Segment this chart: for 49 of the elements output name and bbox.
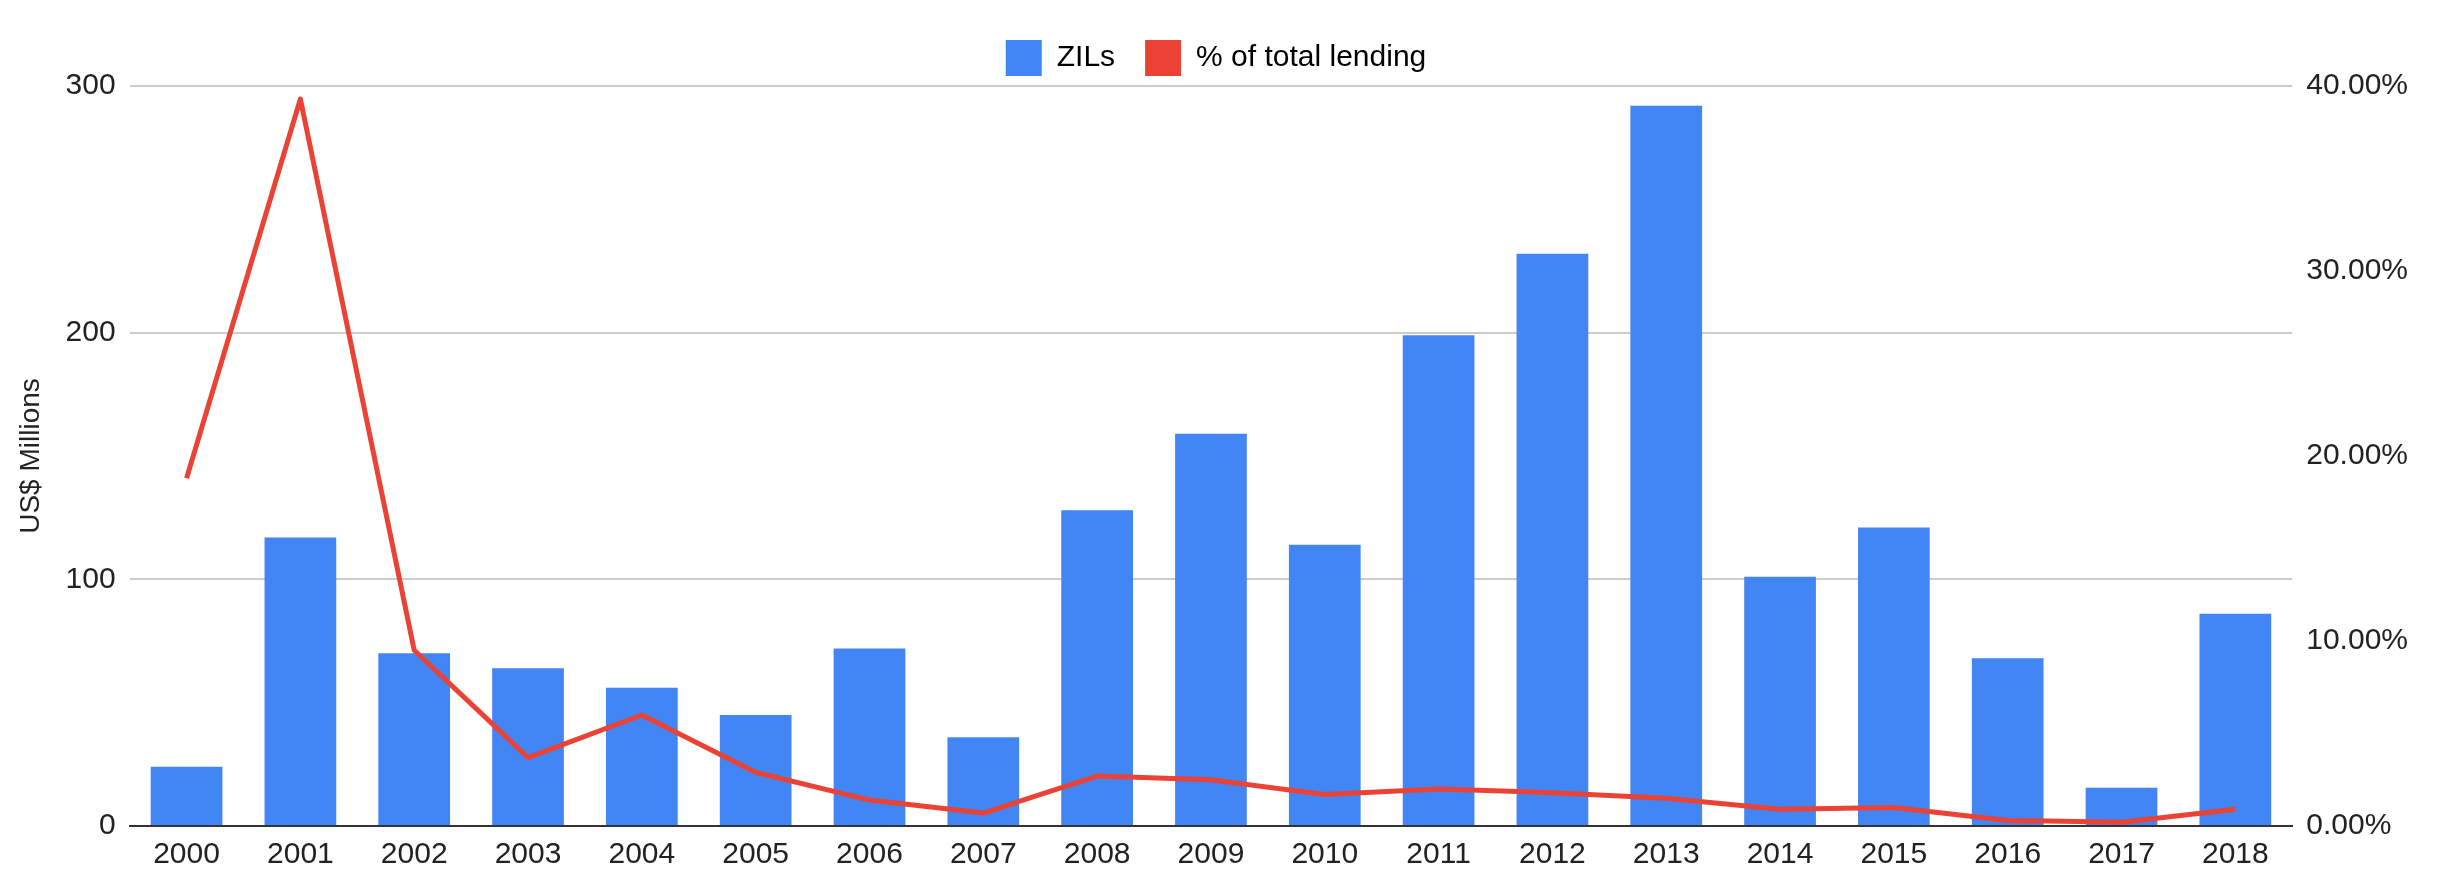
legend-label: ZILs: [1056, 39, 1116, 73]
y2-tick-label: 0.00%: [2306, 807, 2392, 841]
x-tick-label: 2006: [836, 836, 903, 870]
x-tick-label: 2002: [380, 836, 448, 870]
x-tick-label: 2004: [608, 836, 676, 870]
bar: [1516, 253, 1589, 825]
x-tick-label: 2005: [722, 836, 790, 870]
bar: [605, 687, 678, 825]
y-tick-label: 100: [65, 560, 116, 594]
x-tick-label: 2018: [2201, 836, 2269, 870]
y-tick-label: 200: [65, 313, 116, 347]
bar: [833, 648, 906, 825]
x-tick-label: 2014: [1746, 836, 1814, 870]
x-tick-label: 2012: [1519, 836, 1586, 870]
y2-tick-label: 30.00%: [2306, 252, 2408, 286]
x-tick-label: 2001: [267, 836, 334, 870]
bar: [1630, 105, 1703, 825]
bar: [719, 715, 792, 825]
bar: [2199, 613, 2272, 825]
y2-tick-label: 40.00%: [2306, 67, 2408, 101]
y2-tick-label: 20.00%: [2306, 437, 2408, 471]
bar: [1288, 544, 1361, 825]
bar: [1858, 527, 1930, 825]
bar: [947, 737, 1020, 825]
bar: [1971, 658, 2044, 825]
y-axis-title: US$ Millions: [13, 378, 45, 534]
bar: [492, 668, 564, 825]
legend-label: % of total lending: [1196, 39, 1427, 73]
bar: [1402, 335, 1475, 825]
x-tick-label: 2017: [2088, 836, 2155, 870]
x-tick-label: 2015: [1860, 836, 1928, 870]
bar: [264, 537, 337, 825]
bar: [150, 766, 223, 825]
x-tick-label: 2008: [1063, 836, 1131, 870]
x-tick-label: 2000: [153, 836, 220, 870]
x-tick-label: 2013: [1632, 836, 1700, 870]
x-tick-label: 2003: [494, 836, 562, 870]
x-tick-label: 2016: [1974, 836, 2042, 870]
x-tick-label: 2010: [1291, 836, 1359, 870]
x-tick-label: 2007: [949, 836, 1017, 870]
bar: [1744, 576, 1816, 825]
y2-tick-label: 10.00%: [2306, 622, 2408, 656]
y-tick-label: 300: [65, 67, 116, 101]
y-tick-label: 0: [98, 807, 116, 841]
bar: [1061, 510, 1133, 825]
bar: [1175, 433, 1247, 825]
bar: [378, 653, 451, 825]
x-tick-label: 2011: [1406, 836, 1471, 870]
x-tick-label: 2009: [1177, 836, 1245, 870]
